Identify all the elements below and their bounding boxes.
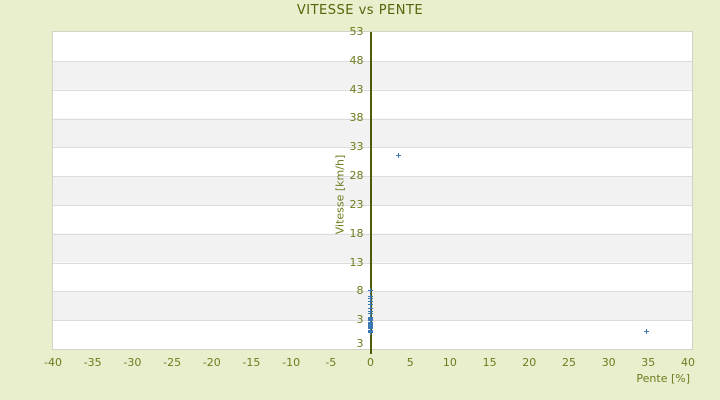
y-axis-line — [369, 32, 372, 354]
x-tick-label: -35 — [83, 356, 102, 369]
gridline — [53, 320, 692, 322]
data-point-marker — [367, 305, 373, 311]
gridline — [53, 176, 692, 178]
y-axis-min-label: 3 — [356, 337, 364, 350]
x-tick-label: 15 — [482, 356, 497, 369]
x-tick-label: -20 — [202, 356, 221, 369]
x-tick-label: -10 — [282, 356, 301, 369]
chart-title: VITESSE vs PENTE — [296, 3, 424, 18]
data-point-marker — [643, 328, 649, 334]
y-tick-label: 53 — [349, 25, 364, 38]
x-tick-label: 0 — [367, 356, 374, 369]
y-tick-label: 3 — [356, 313, 364, 327]
x-tick-label: 20 — [522, 356, 537, 369]
data-point-marker — [367, 329, 373, 335]
x-tick-label: 25 — [562, 356, 576, 369]
y-tick-label: 23 — [349, 197, 364, 211]
data-point-marker — [367, 311, 373, 317]
gridline — [53, 262, 692, 264]
y-tick-label: 18 — [349, 226, 364, 240]
y-tick-label: 48 — [349, 53, 364, 67]
x-tick-label: -40 — [44, 356, 62, 369]
y-axis-title: Vitesse [km/h] — [333, 154, 347, 235]
y-tick-label: 8 — [356, 284, 364, 298]
y-tick-label: 13 — [349, 255, 364, 269]
x-tick-label: -25 — [163, 356, 182, 369]
data-point-marker — [367, 288, 373, 294]
data-point-marker — [367, 301, 373, 307]
y-tick-label: 43 — [349, 82, 364, 96]
y-tick-label: 33 — [349, 140, 364, 154]
gridline — [53, 233, 692, 235]
x-tick-label: 30 — [601, 356, 616, 369]
data-point-marker — [396, 152, 402, 158]
x-tick-label: -15 — [242, 356, 261, 369]
y-tick-label: 28 — [349, 169, 364, 183]
x-tick-label: 40 — [681, 356, 695, 369]
gridline — [53, 147, 692, 149]
x-tick-label: -30 — [123, 356, 142, 369]
x-axis-title: Pente [%] — [636, 372, 690, 385]
gridline — [53, 118, 692, 120]
gridline — [53, 60, 692, 62]
gridline — [53, 291, 692, 293]
y-tick-label: 38 — [349, 111, 364, 125]
gridline — [53, 89, 692, 91]
x-tick-label: -5 — [325, 356, 337, 369]
x-tick-label: 35 — [641, 356, 656, 369]
x-tick-label: 10 — [442, 356, 457, 369]
x-tick-label: 5 — [406, 356, 414, 369]
plot-area: 53 48 43 38 33 28 23 18 13 8 3 3 -40 -35 -30 -25 -20 -15-… — [44, 25, 695, 369]
data-point-marker — [367, 295, 373, 301]
gridline — [53, 204, 692, 206]
